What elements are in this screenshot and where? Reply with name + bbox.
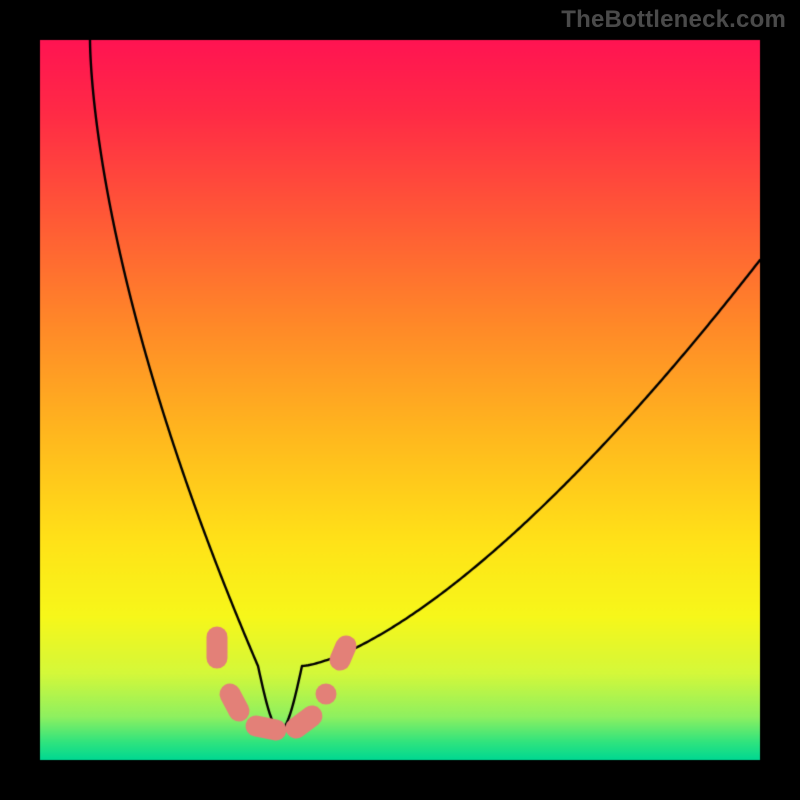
watermark-text: TheBottleneck.com [561,6,786,34]
chart-container: TheBottleneck.com [0,0,800,800]
bottleneck-curve-chart [0,0,800,800]
